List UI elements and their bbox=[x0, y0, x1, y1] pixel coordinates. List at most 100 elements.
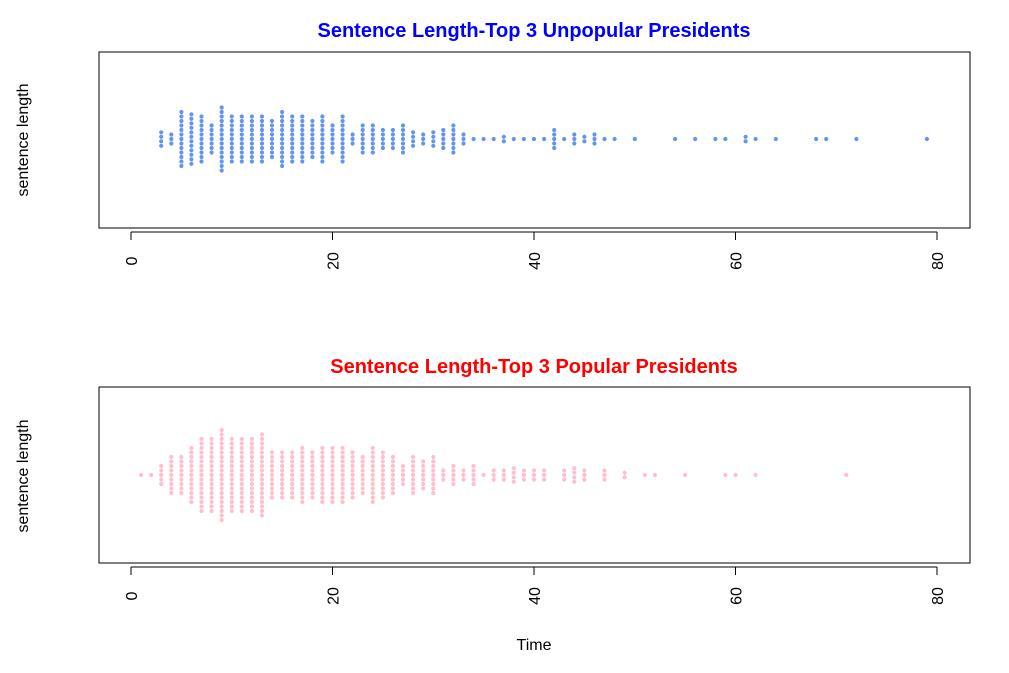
data-point bbox=[330, 450, 335, 455]
data-point bbox=[400, 127, 406, 133]
data-point bbox=[340, 445, 345, 451]
data-point bbox=[280, 490, 285, 496]
data-point bbox=[360, 150, 365, 155]
data-point bbox=[280, 127, 285, 133]
data-point bbox=[501, 468, 506, 473]
data-point bbox=[169, 132, 174, 137]
data-point bbox=[269, 490, 275, 496]
data-point bbox=[249, 441, 254, 446]
data-point bbox=[259, 132, 265, 137]
data-point bbox=[330, 127, 335, 133]
data-point bbox=[511, 479, 516, 484]
data-point bbox=[320, 118, 325, 124]
data-point bbox=[330, 472, 335, 478]
data-point bbox=[259, 508, 265, 514]
data-point bbox=[179, 123, 184, 128]
data-point bbox=[733, 472, 738, 478]
data-point bbox=[219, 490, 224, 496]
data-point bbox=[199, 495, 204, 500]
data-point bbox=[461, 132, 466, 137]
data-point bbox=[320, 468, 325, 473]
data-point bbox=[421, 141, 426, 146]
data-point bbox=[370, 468, 375, 473]
data-point bbox=[280, 132, 285, 137]
data-point bbox=[169, 486, 174, 491]
data-point bbox=[370, 486, 375, 491]
data-point bbox=[269, 454, 275, 460]
data-point bbox=[229, 495, 234, 500]
data-point bbox=[199, 132, 204, 137]
data-point bbox=[521, 477, 527, 482]
data-point bbox=[239, 123, 244, 128]
data-point bbox=[189, 161, 194, 166]
data-point bbox=[219, 463, 224, 469]
data-point bbox=[582, 139, 587, 144]
chart-popular: Sentence Length-Top 3 Popular Presidents… bbox=[15, 356, 971, 654]
data-point bbox=[411, 481, 416, 487]
data-point bbox=[390, 481, 395, 487]
x-tick-label: 20 bbox=[326, 252, 343, 270]
data-point bbox=[269, 486, 275, 491]
data-point bbox=[179, 132, 184, 137]
data-point bbox=[743, 139, 748, 144]
data-point bbox=[259, 513, 265, 518]
data-point bbox=[269, 472, 275, 478]
data-point bbox=[753, 472, 758, 478]
data-point bbox=[552, 132, 557, 137]
data-point bbox=[451, 468, 456, 473]
data-point bbox=[179, 472, 184, 478]
data-point bbox=[179, 477, 184, 482]
data-point bbox=[411, 490, 416, 496]
data-point bbox=[350, 472, 355, 478]
data-point bbox=[249, 463, 254, 469]
data-point bbox=[219, 445, 224, 451]
data-point bbox=[259, 481, 265, 487]
data-point bbox=[380, 127, 385, 133]
data-point bbox=[380, 132, 385, 137]
data-point bbox=[189, 134, 194, 139]
plot-frame-popular bbox=[98, 386, 971, 564]
data-point bbox=[431, 139, 436, 144]
data-point bbox=[259, 441, 265, 446]
data-point bbox=[350, 132, 355, 137]
data-point bbox=[370, 127, 375, 133]
data-point bbox=[542, 472, 547, 478]
data-point bbox=[219, 495, 224, 500]
data-point bbox=[199, 118, 204, 124]
data-point bbox=[310, 472, 315, 478]
data-point bbox=[330, 468, 335, 473]
data-point bbox=[320, 132, 325, 137]
data-point bbox=[330, 150, 335, 155]
data-point bbox=[390, 459, 395, 464]
data-point bbox=[239, 136, 244, 142]
data-point bbox=[431, 486, 436, 491]
data-point bbox=[169, 454, 174, 460]
points-unpopular bbox=[159, 105, 930, 173]
data-point bbox=[249, 150, 254, 155]
data-point bbox=[370, 132, 375, 137]
data-point bbox=[300, 490, 305, 496]
data-point bbox=[290, 477, 295, 482]
data-point bbox=[189, 459, 194, 464]
data-point bbox=[310, 132, 315, 137]
data-point bbox=[310, 463, 315, 469]
data-point bbox=[249, 459, 254, 464]
data-point bbox=[219, 477, 224, 482]
data-point bbox=[209, 145, 214, 151]
data-point bbox=[743, 134, 748, 139]
data-point bbox=[300, 154, 305, 160]
data-point bbox=[753, 136, 758, 142]
data-point bbox=[229, 490, 234, 496]
data-point bbox=[209, 472, 214, 478]
data-point bbox=[431, 468, 436, 473]
data-point bbox=[320, 459, 325, 464]
data-point bbox=[189, 499, 194, 505]
data-point bbox=[239, 445, 244, 451]
data-point bbox=[592, 136, 597, 142]
data-point bbox=[290, 468, 295, 473]
data-point bbox=[219, 118, 224, 124]
data-point bbox=[269, 150, 275, 155]
data-point bbox=[229, 499, 234, 505]
data-point bbox=[269, 477, 275, 482]
data-point bbox=[340, 463, 345, 469]
